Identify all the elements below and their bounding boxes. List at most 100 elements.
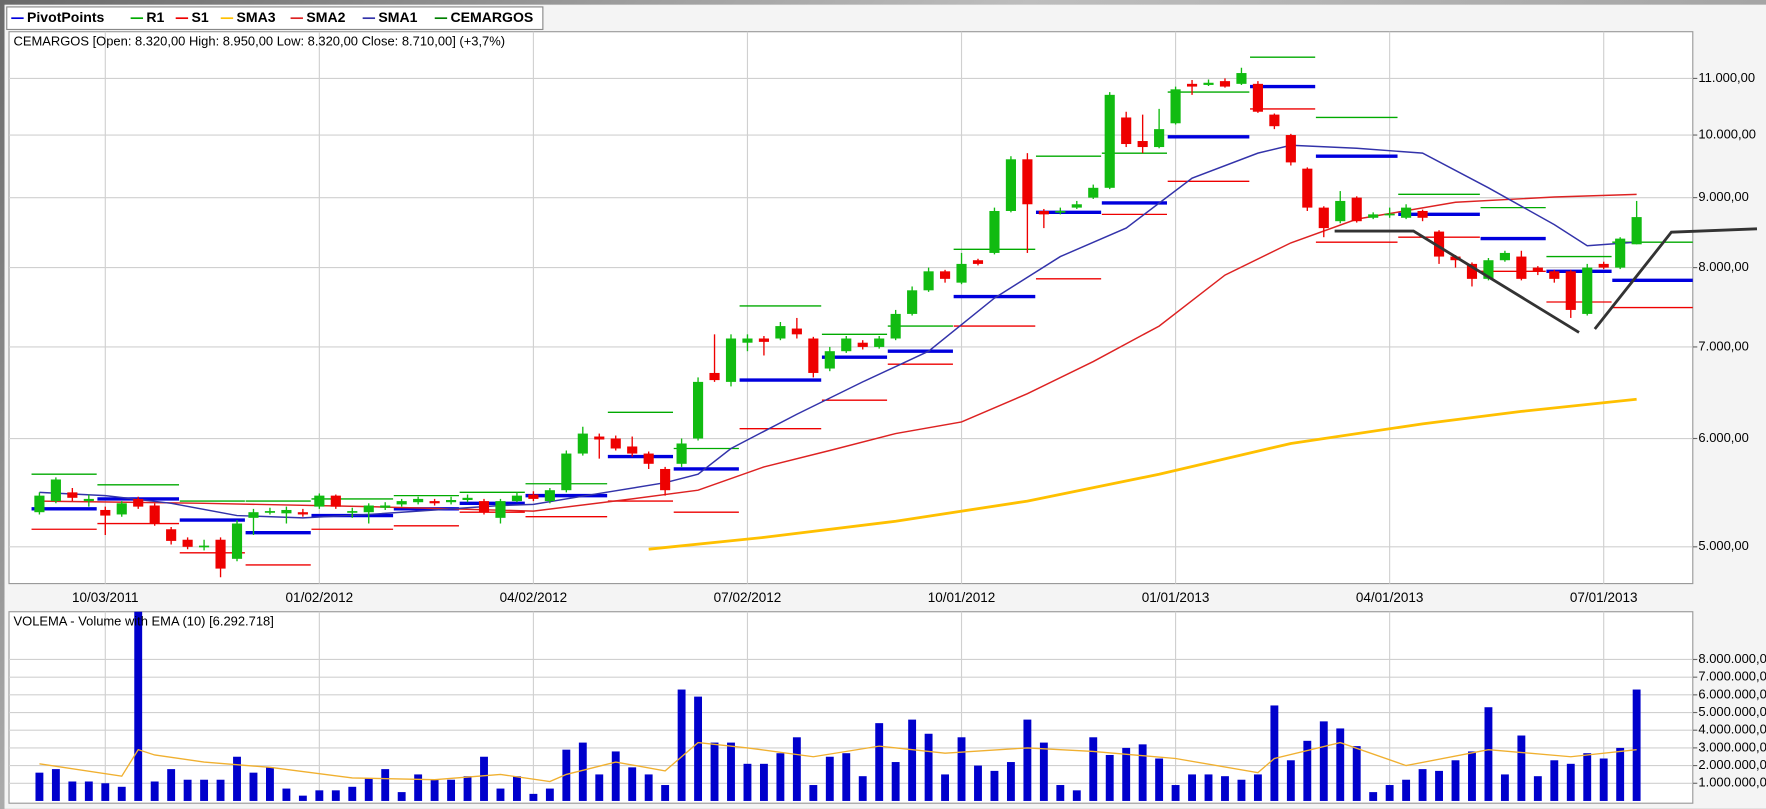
volume-bar	[1155, 758, 1164, 801]
candle-body	[1121, 117, 1132, 145]
volume-title: VOLEMA - Volume with EMA (10) [6.292.718…	[14, 613, 274, 628]
candle-body	[1384, 213, 1395, 216]
volume-bar	[908, 719, 917, 801]
volume-bar	[727, 742, 735, 801]
volume-bar	[1270, 705, 1279, 801]
y-tick-label: 7.000.000,00	[1698, 669, 1766, 684]
volume-bar	[694, 696, 703, 801]
candle-body	[528, 494, 539, 499]
volume-bar	[545, 788, 554, 801]
y-tick-label: 11.000,00	[1698, 70, 1755, 85]
volume-bar	[1599, 758, 1608, 801]
candle-body	[676, 443, 687, 464]
x-tick-label: 10/01/2012	[928, 590, 996, 605]
volume-bar	[348, 786, 357, 801]
volume-bar	[1484, 707, 1493, 801]
line	[648, 397, 1637, 551]
candle-body	[149, 505, 160, 524]
line	[39, 741, 1637, 783]
candle-body	[1104, 94, 1115, 188]
candle-body	[577, 433, 588, 454]
candle-body	[166, 529, 177, 541]
y-tick-label: 4.000.000,00	[1698, 722, 1766, 737]
price-title: CEMARGOS [Open: 8.320,00 High: 8.950,00 …	[14, 33, 506, 48]
volume-bar	[1550, 760, 1559, 801]
volume-bar	[1105, 754, 1114, 801]
candle-body	[907, 290, 918, 314]
candle-body	[544, 490, 555, 502]
volume-bar	[941, 774, 949, 801]
volume-bar	[924, 733, 933, 801]
candle-body	[1219, 81, 1231, 87]
y-tick-label: 10.000,00	[1698, 126, 1756, 141]
volume-bar	[249, 772, 258, 801]
volume-bar	[1319, 721, 1328, 801]
volume-bar	[628, 767, 637, 801]
candle-body	[1598, 263, 1609, 268]
volume-bar	[512, 776, 521, 801]
volume-bar	[1418, 769, 1427, 801]
volume-bar	[1583, 753, 1592, 801]
volume-bar	[1188, 774, 1196, 801]
volume-bar	[1237, 779, 1246, 801]
volume-bar	[891, 762, 900, 801]
volume-bar	[1171, 785, 1180, 801]
candle-body	[1302, 168, 1313, 208]
volume-bar	[430, 779, 439, 801]
candle-body	[133, 498, 144, 507]
volume-bar	[167, 769, 176, 801]
candle-body	[182, 539, 193, 547]
volume-bar	[644, 774, 653, 801]
volume-bar	[480, 756, 488, 801]
volume-bar	[1402, 779, 1411, 801]
volume-bar	[1517, 735, 1526, 801]
candle-body	[923, 271, 934, 291]
candle-body	[1516, 256, 1527, 279]
candle-body	[725, 338, 737, 382]
candle-body	[83, 498, 94, 502]
volume-bar	[1533, 776, 1542, 801]
volume-bar	[1023, 719, 1032, 801]
candle-body	[1088, 187, 1099, 198]
volume-bar	[397, 792, 406, 801]
volume-bar	[68, 781, 77, 801]
candle-body	[264, 511, 276, 513]
candle-body	[1236, 73, 1247, 84]
trend-drawing	[1593, 227, 1758, 330]
candle-body	[330, 495, 341, 507]
candle-body	[347, 511, 358, 513]
candle-body	[939, 271, 951, 279]
candle-body	[215, 539, 226, 569]
volume-bar	[117, 786, 126, 801]
candle-body	[1269, 114, 1280, 127]
volume-bar	[1500, 774, 1509, 801]
candle-body	[1615, 238, 1626, 268]
candle-body	[116, 503, 127, 515]
volume-bar	[414, 774, 423, 801]
legend-label: SMA1	[378, 9, 417, 25]
candle-body	[758, 338, 769, 342]
candle-body	[594, 436, 605, 440]
candle-body	[314, 495, 325, 507]
volume-bar	[1336, 728, 1345, 801]
candle-body	[824, 351, 835, 369]
volume-bar	[1204, 774, 1213, 801]
volume-bar	[759, 763, 768, 801]
y-tick-label: 6.000,00	[1698, 430, 1748, 445]
volume-bar	[216, 779, 225, 801]
candle-body	[1582, 267, 1593, 314]
candle-body	[1549, 271, 1560, 279]
volume-bar	[974, 765, 982, 801]
x-tick-label: 07/02/2012	[714, 590, 782, 605]
candle-body	[281, 509, 292, 514]
candle-body	[1499, 252, 1510, 261]
candle-body	[561, 453, 572, 491]
candle-body	[890, 313, 901, 339]
volume-bar	[1089, 737, 1098, 801]
y-tick-label: 6.000.000,00	[1698, 686, 1766, 701]
legend-label: R1	[146, 9, 164, 25]
candle-body	[989, 210, 1000, 253]
volume-bar	[1303, 740, 1312, 801]
volume-bar	[463, 776, 472, 801]
